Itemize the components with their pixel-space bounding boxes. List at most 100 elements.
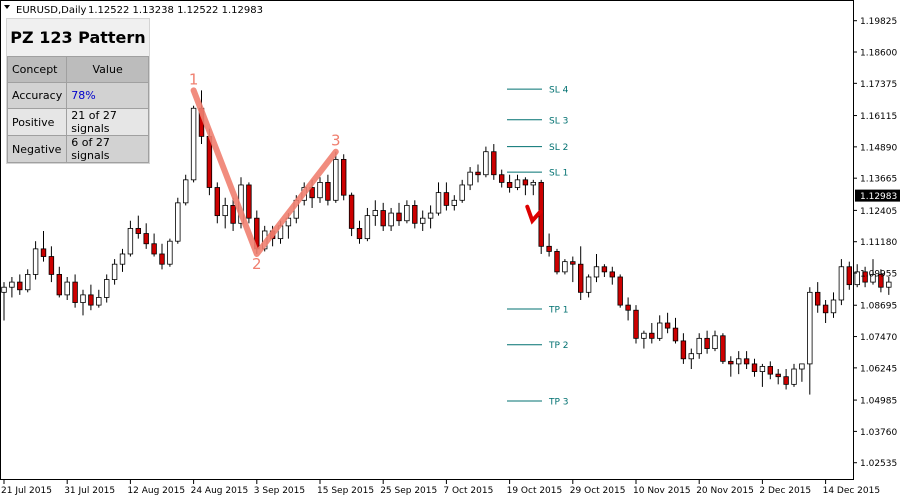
x-tick-label: 31 Jul 2015 <box>64 486 115 496</box>
candle-body <box>751 363 758 372</box>
candle-body <box>72 281 78 303</box>
candle-body <box>649 332 655 339</box>
candle-body <box>578 263 584 293</box>
ohlc-readout: 1.12522 1.13238 1.12522 1.12983 <box>88 5 263 16</box>
candle-body <box>846 266 852 286</box>
x-tick-label: 24 Aug 2015 <box>191 486 249 496</box>
candle-body <box>333 158 339 201</box>
pattern-point-label: 1 <box>189 70 199 88</box>
candle-body <box>206 135 213 188</box>
level-label: SL 2 <box>549 143 568 153</box>
candle-body <box>459 184 465 201</box>
pattern-point-label: 2 <box>252 255 262 273</box>
candle-body <box>317 181 323 199</box>
candle-body <box>696 337 702 355</box>
level-label: TP 2 <box>548 341 569 351</box>
candle-body <box>562 261 568 273</box>
candle-body <box>309 187 315 199</box>
x-tick-label: 21 Jul 2015 <box>1 486 52 496</box>
x-axis: 21 Jul 2015 31 Jul 2015 12 Aug 2015 24 Aug … <box>1 480 880 496</box>
candle-body <box>96 297 102 306</box>
candle-body <box>783 376 789 385</box>
x-tick-label: 3 Sep 2015 <box>254 486 305 496</box>
candle-body <box>830 299 837 314</box>
candle-body <box>325 181 331 201</box>
candle-body <box>246 184 252 219</box>
candle-body <box>475 171 481 176</box>
candle-body <box>585 276 592 293</box>
candle-body <box>388 212 394 227</box>
concept-cell: Positive <box>6 108 68 136</box>
value-cell: 78% <box>66 82 149 109</box>
candle-body <box>664 322 671 329</box>
candle-body <box>514 179 521 188</box>
y-tick-label: 1.03760 <box>860 428 897 438</box>
chart-header: EURUSD,Daily 1.12522 1.13238 1.12522 1.1… <box>4 5 263 16</box>
x-tick-label: 2 Dec 2015 <box>759 486 811 496</box>
candle-body <box>522 179 529 186</box>
candle-body <box>609 271 615 278</box>
candle-body <box>24 274 31 291</box>
candle-body <box>222 205 228 217</box>
candle-body <box>443 192 450 206</box>
y-tick-label: 1.16115 <box>860 112 897 122</box>
candle-body <box>736 358 742 365</box>
candle-body <box>88 294 94 306</box>
concept-cell: Accuracy <box>6 82 68 109</box>
candle-body <box>340 158 347 196</box>
candle-body <box>791 368 797 385</box>
candle-body <box>878 274 884 288</box>
pattern-line <box>190 87 339 257</box>
candle-body <box>688 353 694 360</box>
concept-cell: Negative <box>6 135 68 163</box>
candle-body <box>657 322 663 339</box>
candle-body <box>64 281 70 296</box>
candle-body <box>720 335 726 362</box>
y-tick-label: 1.19825 <box>860 17 897 27</box>
value-cell: 6 of 27 signals <box>66 135 149 163</box>
candle-body <box>593 266 600 278</box>
pattern-point-label: 3 <box>331 132 341 150</box>
candle-body <box>498 174 505 183</box>
y-tick-label: 1.14890 <box>860 143 897 153</box>
candle-body <box>862 271 868 283</box>
candle-body <box>182 179 189 204</box>
y-axis: 1.19825 1.18600 1.17375 1.16115 1.14890 1.136… <box>853 17 900 469</box>
candle-body <box>451 199 457 206</box>
candle-body <box>483 151 489 176</box>
y-tick-label: 1.18600 <box>860 49 897 59</box>
candle-body <box>230 205 236 224</box>
candle-body <box>775 373 781 378</box>
candle-body <box>554 251 560 273</box>
y-tick-label: 1.13665 <box>860 175 897 185</box>
candle-body <box>40 248 47 257</box>
candle-body <box>135 228 141 234</box>
candle-body <box>127 228 134 255</box>
candle-body <box>815 291 821 306</box>
candle-body <box>491 151 497 176</box>
y-tick-label: 1.02535 <box>860 459 897 469</box>
candle-body <box>435 192 442 214</box>
candle-body <box>104 279 110 298</box>
candle-body <box>886 281 892 288</box>
candle-body <box>80 294 86 303</box>
x-tick-label: 14 Dec 2015 <box>823 486 881 496</box>
table-row: Positive 21 of 27 signals <box>6 108 149 136</box>
y-tick-label: 1.11180 <box>860 238 897 248</box>
candle-body <box>17 281 23 291</box>
candle-body <box>372 210 378 217</box>
candle-body <box>712 335 718 349</box>
x-tick-label: 19 Oct 2015 <box>507 486 563 496</box>
dropdown-triangle-icon[interactable] <box>4 5 10 9</box>
candles <box>1 90 892 395</box>
x-tick-label: 29 Oct 2015 <box>570 486 626 496</box>
candle-body <box>356 228 363 240</box>
candle-body <box>151 243 157 255</box>
candle-body <box>427 212 434 219</box>
candle-body <box>704 337 710 349</box>
candle-body <box>641 332 647 339</box>
candle-body <box>111 263 118 280</box>
candle-body <box>767 366 773 375</box>
candle-body <box>48 256 55 275</box>
candle-body <box>364 215 371 240</box>
